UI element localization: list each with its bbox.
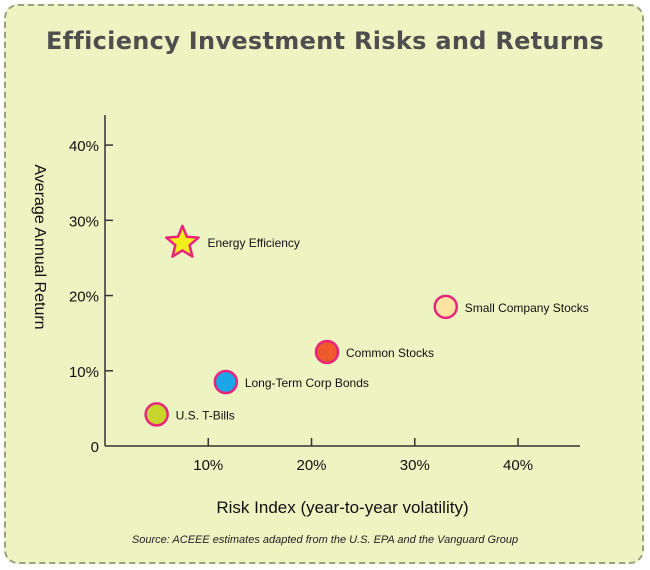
y-tick-label: 0 bbox=[91, 439, 99, 456]
x-axis-label: Risk Index (year-to-year volatility) bbox=[216, 498, 469, 517]
y-tick-label: 20% bbox=[69, 289, 99, 306]
chart-title: Efficiency Investment Risks and Returns bbox=[45, 27, 605, 55]
x-tick-label: 20% bbox=[297, 457, 327, 474]
y-tick-label: 40% bbox=[69, 138, 99, 155]
point-label: Long-Term Corp Bonds bbox=[245, 376, 369, 390]
point-label: Energy Efficiency bbox=[207, 236, 300, 250]
point-marker-star bbox=[165, 224, 200, 258]
point-label: U.S. T-Bills bbox=[176, 408, 235, 422]
x-tick-label: 40% bbox=[503, 457, 533, 474]
x-tick-label: 30% bbox=[400, 457, 430, 474]
point-label: Small Company Stocks bbox=[465, 301, 589, 315]
point-marker bbox=[433, 294, 459, 320]
chart-panel bbox=[4, 4, 644, 564]
y-tick-label: 10% bbox=[69, 364, 99, 381]
source-note: Source: ACEEE estimates adapted from the… bbox=[131, 534, 519, 546]
x-tick-label: 10% bbox=[193, 457, 223, 474]
point-marker bbox=[213, 369, 239, 395]
point-label: Common Stocks bbox=[346, 346, 434, 360]
point-marker bbox=[144, 402, 169, 427]
point-marker bbox=[314, 339, 340, 365]
y-tick-label: 30% bbox=[69, 213, 99, 230]
